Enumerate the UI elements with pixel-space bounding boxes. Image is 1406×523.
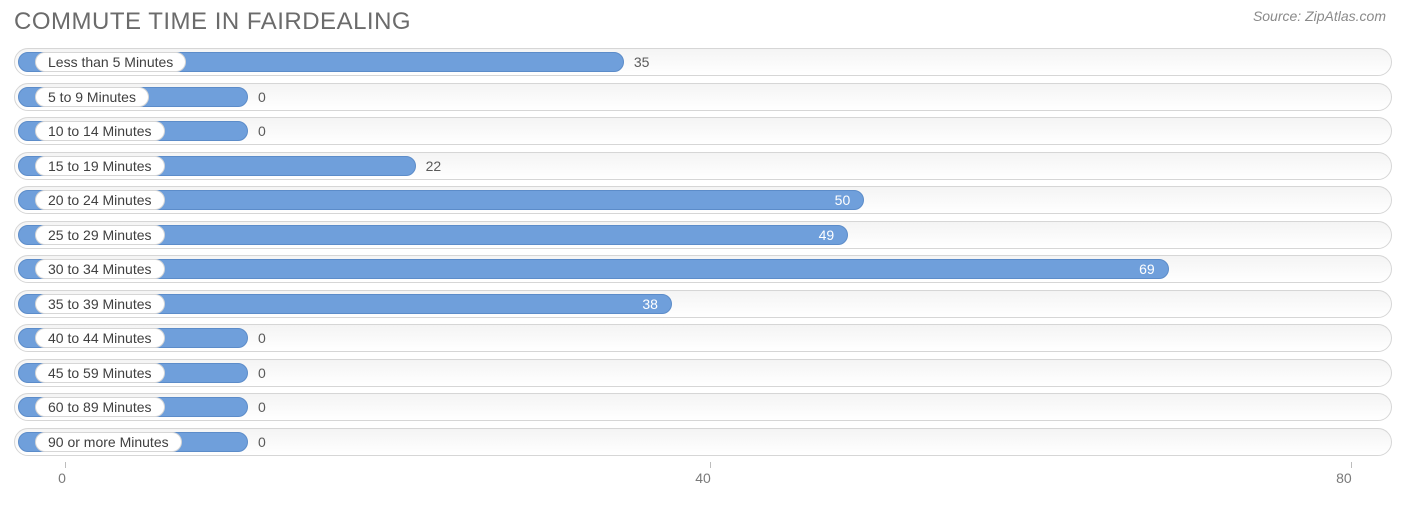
x-axis: 0 40 80: [14, 462, 1392, 492]
tick-line: [710, 462, 711, 468]
tick-label: 0: [58, 470, 66, 486]
bar-row: Less than 5 Minutes 35: [14, 48, 1392, 76]
bar-row: 25 to 29 Minutes 49: [14, 221, 1392, 249]
x-tick: 40: [703, 462, 719, 486]
category-label: 40 to 44 Minutes: [35, 328, 165, 348]
tick-line: [1351, 462, 1352, 468]
tick-label: 80: [1336, 470, 1352, 486]
value-label: 22: [426, 153, 442, 179]
value-label: 0: [258, 325, 266, 351]
bar-row: 45 to 59 Minutes 0: [14, 359, 1392, 387]
value-label: 69: [1139, 256, 1155, 282]
value-label: 38: [642, 291, 658, 317]
value-label: 35: [634, 49, 650, 75]
bar-row: 20 to 24 Minutes 50: [14, 186, 1392, 214]
value-label: 0: [258, 118, 266, 144]
bar-row: 30 to 34 Minutes 69: [14, 255, 1392, 283]
bar: [18, 259, 1169, 279]
x-tick: 80: [1344, 462, 1360, 486]
category-label: 10 to 14 Minutes: [35, 121, 165, 141]
category-label: 45 to 59 Minutes: [35, 363, 165, 383]
value-label: 49: [819, 222, 835, 248]
x-tick: 0: [62, 462, 70, 486]
bar-row: 90 or more Minutes 0: [14, 428, 1392, 456]
category-label: 20 to 24 Minutes: [35, 190, 165, 210]
category-label: 25 to 29 Minutes: [35, 225, 165, 245]
bar-row: 60 to 89 Minutes 0: [14, 393, 1392, 421]
category-label: 90 or more Minutes: [35, 432, 182, 452]
chart-area: Less than 5 Minutes355 to 9 Minutes010 t…: [0, 42, 1406, 456]
value-label: 0: [258, 429, 266, 455]
tick-line: [65, 462, 66, 468]
chart-title: COMMUTE TIME IN FAIRDEALING: [14, 8, 411, 36]
chart-source: Source: ZipAtlas.com: [1253, 8, 1386, 24]
tick-label: 40: [695, 470, 711, 486]
value-label: 0: [258, 84, 266, 110]
bar-row: 10 to 14 Minutes 0: [14, 117, 1392, 145]
value-label: 50: [835, 187, 851, 213]
bar-row: 35 to 39 Minutes 38: [14, 290, 1392, 318]
category-label: 30 to 34 Minutes: [35, 259, 165, 279]
category-label: 5 to 9 Minutes: [35, 87, 149, 107]
bar-row: 15 to 19 Minutes 22: [14, 152, 1392, 180]
category-label: 35 to 39 Minutes: [35, 294, 165, 314]
category-label: Less than 5 Minutes: [35, 52, 186, 72]
category-label: 15 to 19 Minutes: [35, 156, 165, 176]
bar-row: 5 to 9 Minutes 0: [14, 83, 1392, 111]
bar-row: 40 to 44 Minutes 0: [14, 324, 1392, 352]
category-label: 60 to 89 Minutes: [35, 397, 165, 417]
value-label: 0: [258, 394, 266, 420]
value-label: 0: [258, 360, 266, 386]
